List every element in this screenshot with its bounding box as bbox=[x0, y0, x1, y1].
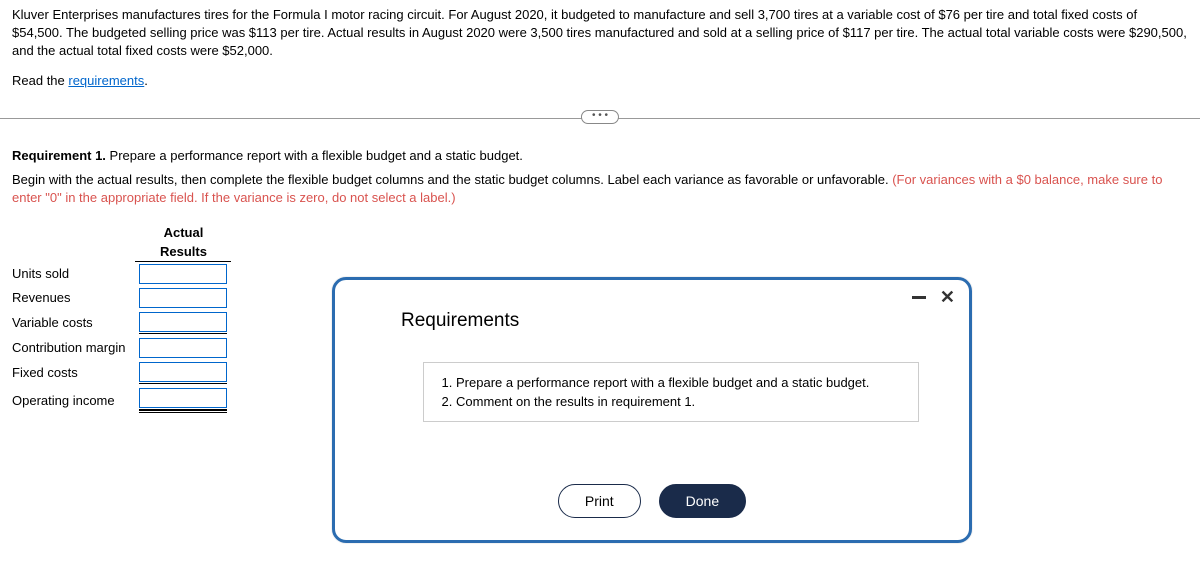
requirement-body: Begin with the actual results, then comp… bbox=[0, 167, 1200, 213]
col-header-line1: Actual bbox=[135, 223, 231, 242]
row-label: Revenues bbox=[12, 286, 135, 310]
read-requirements-line: Read the requirements. bbox=[0, 65, 1200, 108]
list-item: Prepare a performance report with a flex… bbox=[456, 373, 904, 392]
read-suffix: . bbox=[144, 73, 148, 88]
table-row: Contribution margin bbox=[12, 336, 231, 360]
table-row: Revenues bbox=[12, 286, 231, 310]
minimize-icon[interactable] bbox=[912, 296, 926, 299]
section-divider: • • • bbox=[0, 108, 1200, 128]
requirement-heading-text: Prepare a performance report with a flex… bbox=[106, 148, 523, 163]
requirement-heading: Requirement 1. Prepare a performance rep… bbox=[0, 140, 1200, 167]
table-row: Variable costs bbox=[12, 310, 231, 336]
modal-title: Requirements bbox=[401, 310, 519, 332]
row-label: Operating income bbox=[12, 386, 135, 415]
print-button[interactable]: Print bbox=[558, 484, 641, 518]
revenues-input[interactable] bbox=[139, 288, 227, 308]
requirements-list: Prepare a performance report with a flex… bbox=[438, 373, 904, 411]
modal-controls: ✕ bbox=[912, 290, 955, 304]
list-item: Comment on the results in requirement 1. bbox=[456, 392, 904, 411]
table-row: Fixed costs bbox=[12, 360, 231, 386]
modal-button-row: Print Done bbox=[335, 484, 969, 518]
variable-costs-input[interactable] bbox=[139, 312, 227, 332]
operating-income-input[interactable] bbox=[139, 388, 227, 408]
input-table-wrap: Actual Results Units sold Revenues Varia… bbox=[12, 223, 231, 415]
expand-icon[interactable]: • • • bbox=[581, 110, 619, 124]
problem-paragraph: Kluver Enterprises manufactures tires fo… bbox=[0, 0, 1200, 65]
row-label: Variable costs bbox=[12, 310, 135, 336]
problem-text: Kluver Enterprises manufactures tires fo… bbox=[12, 7, 1187, 58]
units-sold-input[interactable] bbox=[139, 264, 227, 284]
close-icon[interactable]: ✕ bbox=[940, 290, 955, 304]
read-prefix: Read the bbox=[12, 73, 68, 88]
table-row: Units sold bbox=[12, 261, 231, 286]
requirements-link[interactable]: requirements bbox=[68, 73, 144, 88]
table-row: Operating income bbox=[12, 386, 231, 415]
contribution-margin-input[interactable] bbox=[139, 338, 227, 358]
requirement-number: Requirement 1. bbox=[12, 148, 106, 163]
col-header-line2: Results bbox=[135, 242, 231, 262]
row-label: Units sold bbox=[12, 261, 135, 286]
modal-content-box: Prepare a performance report with a flex… bbox=[423, 362, 919, 422]
row-label: Contribution margin bbox=[12, 336, 135, 360]
input-table: Actual Results Units sold Revenues Varia… bbox=[12, 223, 231, 415]
requirements-modal: ✕ Requirements Prepare a performance rep… bbox=[332, 277, 972, 543]
requirement-body-text: Begin with the actual results, then comp… bbox=[12, 172, 892, 187]
done-button[interactable]: Done bbox=[659, 484, 746, 518]
row-label: Fixed costs bbox=[12, 360, 135, 386]
fixed-costs-input[interactable] bbox=[139, 362, 227, 382]
